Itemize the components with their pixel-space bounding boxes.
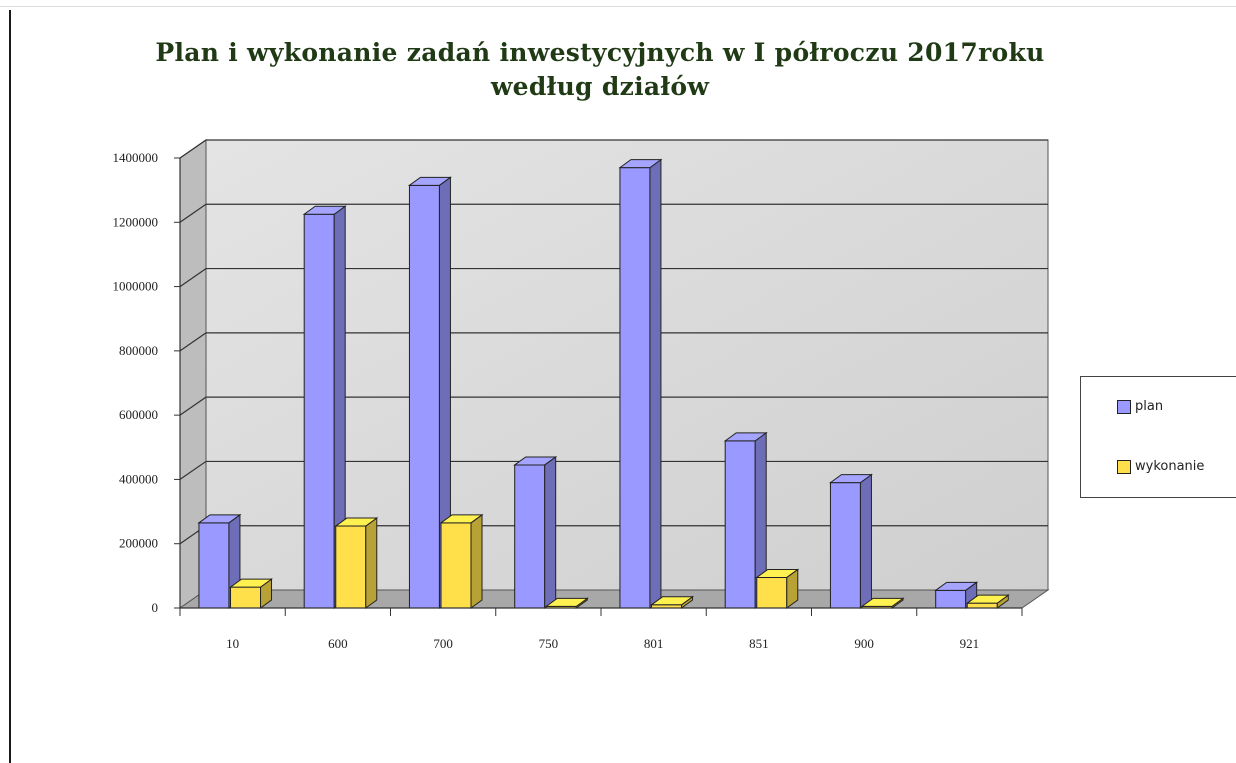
legend-swatch-wykonanie [1117,460,1131,474]
bar-top [407,176,452,186]
bar-front [966,602,998,609]
bar-front [198,522,230,609]
bar-side [859,473,872,609]
bar-front [230,586,262,609]
x-tick-label-900: 900 [854,636,874,651]
bar-front [756,576,788,609]
y-tick-label-800000: 800000 [119,343,158,358]
bar-wykonanie-700 [439,513,484,609]
bar-side [365,517,378,609]
bar-plan-700 [407,176,452,609]
bar-top [334,517,379,527]
y-tick-label-0: 0 [152,600,159,615]
gridline-1000000 [179,267,1048,288]
bar-plan-801 [618,158,663,609]
page-left-rule [9,10,11,763]
bar-top [649,596,695,606]
bar-side [544,455,557,609]
x-tick-label-600: 600 [328,636,348,651]
bar-front [514,464,546,609]
x-tick-label-700: 700 [433,636,453,651]
chart-title-line-1: Plan i wykonanie zadań inwestycyjnych w … [155,38,1045,67]
bar-top [302,205,347,215]
bar-top [439,514,484,524]
bar-top [723,432,768,442]
bar-top [618,159,663,169]
bar-front [724,440,756,609]
y-tick-label-1200000: 1200000 [113,214,159,229]
bar-wykonanie-921 [965,594,1010,609]
bar-top [755,568,800,578]
bar-side [470,513,483,609]
bar-top [965,594,1010,604]
bar-front [829,482,861,609]
bar-top [197,514,242,524]
y-tick-label-200000: 200000 [119,536,158,551]
bar-front [619,167,651,609]
legend-label-wykonanie: wykonanie [1135,459,1205,474]
gridline-400000 [179,460,1048,480]
gridline-600000 [179,396,1048,416]
bar-front [935,589,967,609]
bar-side [649,158,662,609]
x-tick-label-801: 801 [644,636,664,651]
x-tick-label-750: 750 [539,636,559,651]
bar-wykonanie-10 [228,578,274,609]
bar-top [513,456,558,466]
bar-plan-10 [197,513,242,609]
bar-front [303,213,335,609]
legend-swatch-plan [1117,400,1131,414]
bar-top [828,474,873,484]
gridline-1400000 [179,139,1048,159]
bar-wykonanie-851 [755,568,800,609]
x-tick-label-10: 10 [226,636,239,651]
bar-plan-900 [828,473,873,609]
x-tick-label-851: 851 [749,636,769,651]
y-tick-label-1000000: 1000000 [113,279,159,294]
bar-front [408,184,440,609]
chart-title: Plan i wykonanie zadań inwestycyjnych w … [140,36,1060,104]
gridline-800000 [179,332,1048,352]
bar-top [228,578,274,588]
bar-wykonanie-750 [544,597,589,609]
bar-top [860,597,905,607]
chart-title-line-2: według działów [490,72,710,101]
bar-plan-921 [934,581,979,609]
y-tick-label-400000: 400000 [119,471,158,486]
gridline-1200000 [179,203,1048,223]
page-top-rule [0,6,1236,7]
legend-label-plan: plan [1135,399,1164,414]
bar-plan-600 [302,205,347,609]
bar-plan-750 [513,455,558,609]
y-tick-label-1400000: 1400000 [113,150,159,165]
chart-legend: plan wykonanie [1080,376,1236,498]
bar-front [335,525,367,609]
bar-top [934,581,979,591]
bar-wykonanie-600 [334,517,379,609]
y-tick-label-600000: 600000 [119,407,158,422]
x-tick-label-921: 921 [960,636,980,651]
bar-top [544,597,589,607]
bar-front [440,522,472,609]
